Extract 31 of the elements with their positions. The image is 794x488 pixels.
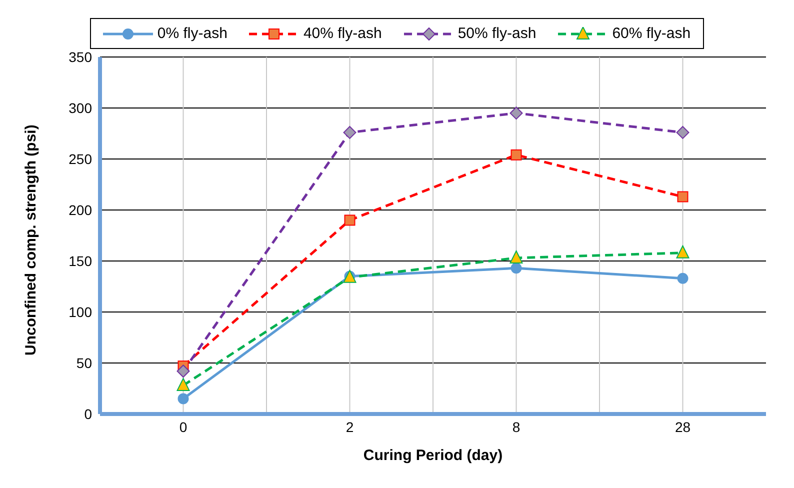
point	[344, 214, 356, 226]
y-tick-label: 50	[76, 354, 92, 371]
legend-label: 40% fly-ash	[303, 25, 382, 42]
x-tick-label: 8	[512, 418, 520, 435]
y-tick-label: 350	[68, 48, 92, 65]
x-tick-label: 0	[179, 418, 188, 435]
y-tick-label: 200	[68, 202, 92, 218]
point	[178, 393, 189, 404]
point	[510, 149, 522, 160]
point	[677, 272, 688, 284]
legend-label: 50% fly-ash	[458, 25, 536, 42]
point	[510, 262, 522, 274]
x-tick-label: 2	[346, 418, 354, 435]
point	[176, 364, 190, 378]
point	[510, 106, 523, 120]
point	[176, 378, 190, 391]
y-tick-label: 100	[68, 304, 92, 320]
point	[343, 126, 356, 139]
y-axis-title: Unconfined comp. strength (psi)	[22, 124, 40, 356]
y-tick-label: 250	[68, 150, 92, 167]
point	[677, 191, 688, 202]
point	[676, 126, 690, 139]
point	[510, 250, 523, 264]
point	[676, 245, 690, 258]
y-tick-label: 300	[68, 100, 92, 116]
legend-label: 60% fly-ash	[612, 25, 691, 42]
legend-label: 0% fly-ash	[157, 25, 228, 42]
x-tick-label: 28	[674, 418, 691, 435]
y-tick-label: 150	[68, 252, 92, 269]
y-tick-label: 0	[84, 406, 92, 422]
x-axis-title: Curing Period (day)	[363, 447, 503, 464]
